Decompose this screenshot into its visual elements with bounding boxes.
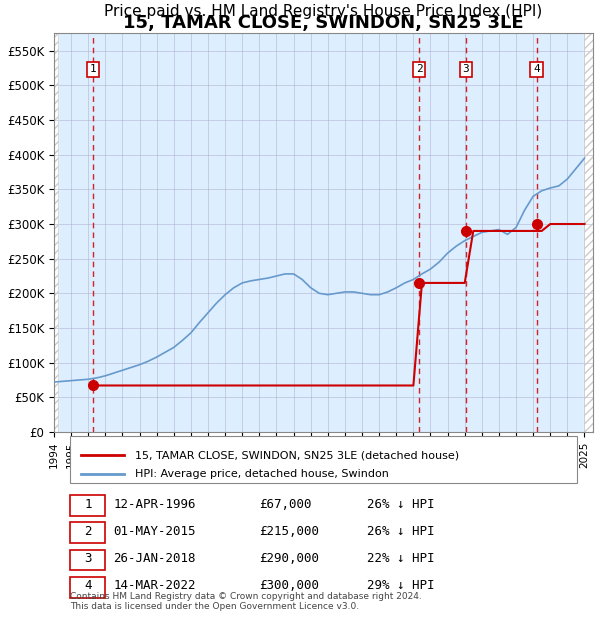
Text: 01-MAY-2015: 01-MAY-2015 — [113, 525, 196, 538]
Text: £215,000: £215,000 — [259, 525, 319, 538]
Text: 3: 3 — [84, 552, 92, 565]
FancyBboxPatch shape — [70, 495, 105, 516]
Text: 26-JAN-2018: 26-JAN-2018 — [113, 552, 196, 565]
Title: 15, TAMAR CLOSE, SWINDON, SN25 3LE: 15, TAMAR CLOSE, SWINDON, SN25 3LE — [123, 14, 524, 32]
Text: 1: 1 — [89, 64, 97, 74]
Text: Contains HM Land Registry data © Crown copyright and database right 2024.
This d: Contains HM Land Registry data © Crown c… — [70, 592, 422, 611]
Text: 2: 2 — [84, 525, 92, 538]
Text: 12-APR-1996: 12-APR-1996 — [113, 498, 196, 511]
Text: 26% ↓ HPI: 26% ↓ HPI — [367, 498, 434, 511]
FancyBboxPatch shape — [70, 550, 105, 570]
Text: Price paid vs. HM Land Registry's House Price Index (HPI): Price paid vs. HM Land Registry's House … — [104, 4, 542, 19]
Text: 4: 4 — [84, 579, 92, 592]
FancyBboxPatch shape — [70, 523, 105, 543]
Text: 29% ↓ HPI: 29% ↓ HPI — [367, 579, 434, 592]
Text: 14-MAR-2022: 14-MAR-2022 — [113, 579, 196, 592]
Text: 15, TAMAR CLOSE, SWINDON, SN25 3LE (detached house): 15, TAMAR CLOSE, SWINDON, SN25 3LE (deta… — [135, 451, 459, 461]
Text: £67,000: £67,000 — [259, 498, 311, 511]
Text: 4: 4 — [533, 64, 540, 74]
FancyBboxPatch shape — [70, 577, 105, 598]
Text: £290,000: £290,000 — [259, 552, 319, 565]
Text: 1: 1 — [84, 498, 92, 511]
Text: 3: 3 — [463, 64, 469, 74]
Text: 26% ↓ HPI: 26% ↓ HPI — [367, 525, 434, 538]
Text: HPI: Average price, detached house, Swindon: HPI: Average price, detached house, Swin… — [135, 469, 389, 479]
FancyBboxPatch shape — [70, 435, 577, 482]
Text: 2: 2 — [416, 64, 422, 74]
Text: 22% ↓ HPI: 22% ↓ HPI — [367, 552, 434, 565]
Text: £300,000: £300,000 — [259, 579, 319, 592]
